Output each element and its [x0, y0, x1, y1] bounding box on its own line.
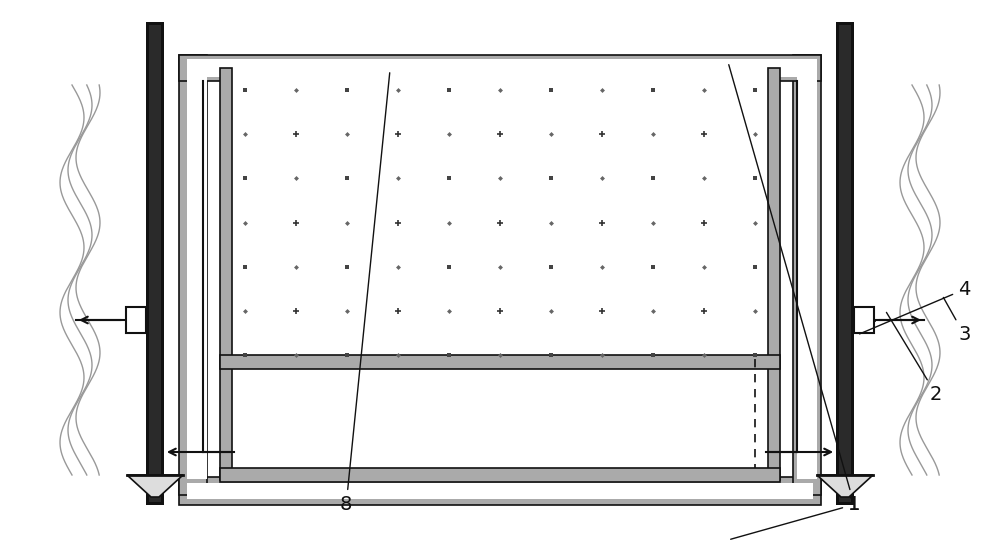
Bar [793, 55, 821, 495]
Polygon shape [817, 475, 873, 497]
Text: 1: 1 [731, 495, 860, 539]
Bar [839, 25, 851, 502]
Bar [187, 483, 813, 499]
Bar [220, 355, 780, 369]
Bar [232, 369, 768, 468]
Bar [179, 55, 207, 495]
Bar [836, 22, 854, 505]
Bar [187, 59, 813, 77]
Bar [179, 55, 821, 81]
Bar [179, 477, 821, 505]
Bar [220, 468, 780, 482]
Bar [187, 59, 207, 479]
Bar [797, 59, 817, 479]
Bar [149, 25, 161, 502]
Bar [232, 68, 768, 355]
Polygon shape [127, 475, 183, 497]
Bar [220, 68, 232, 480]
Bar [146, 22, 164, 505]
Text: 1: 1 [729, 64, 860, 514]
Bar [854, 307, 874, 333]
Bar [768, 68, 780, 480]
Bar [126, 307, 146, 333]
Text: 4: 4 [860, 280, 970, 334]
Text: 3: 3 [943, 297, 970, 344]
Text: 2: 2 [886, 312, 942, 404]
Text: 8: 8 [340, 73, 390, 514]
